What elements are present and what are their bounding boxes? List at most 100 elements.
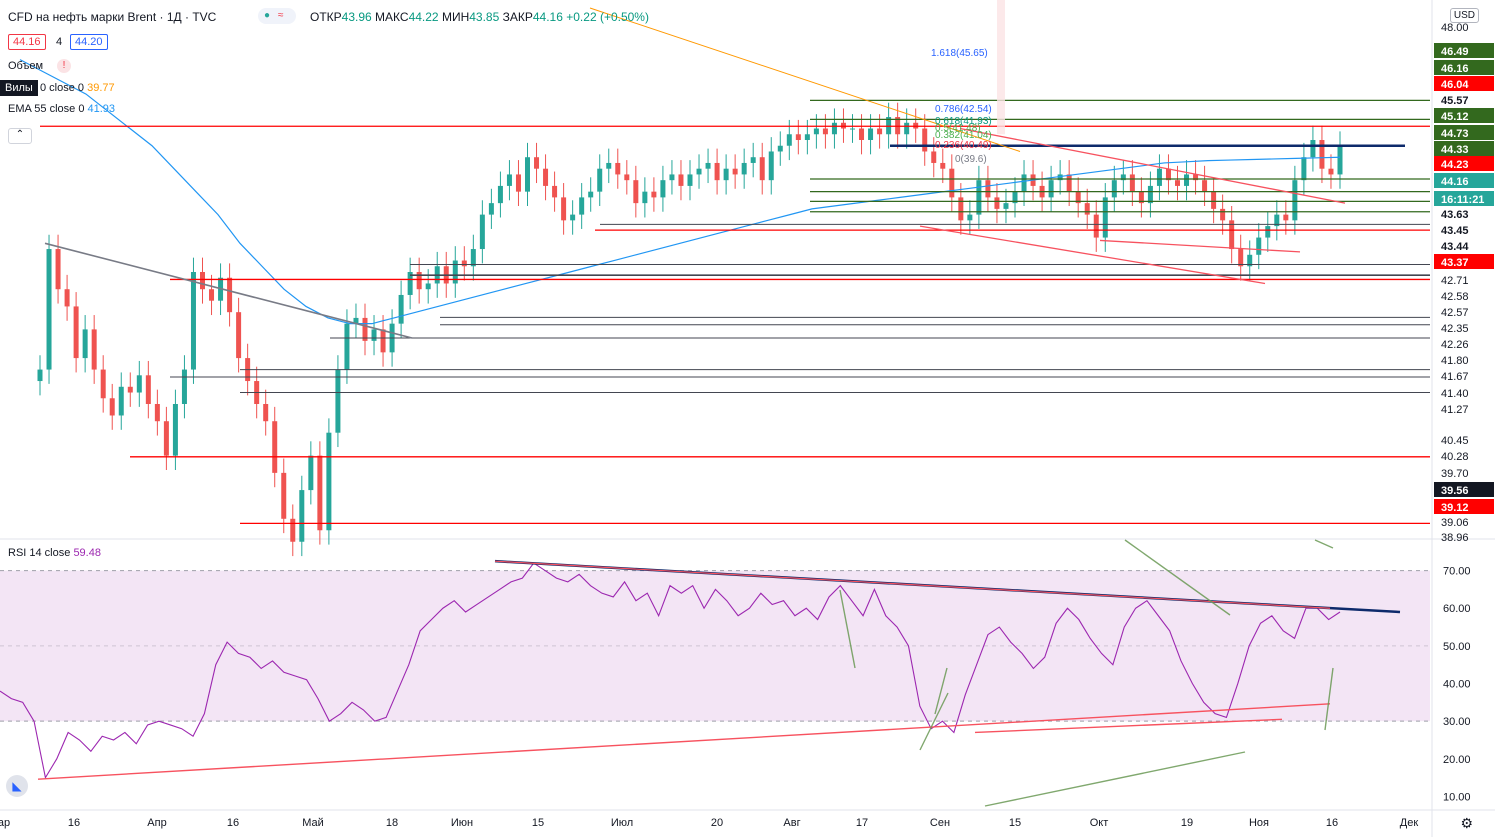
candle-body — [1319, 140, 1325, 169]
candle-body — [1021, 174, 1027, 192]
volume-legend[interactable]: Объем — [8, 60, 44, 72]
market-open-icon: ● — [264, 10, 271, 21]
price-tick-label: 41.80 — [1441, 355, 1469, 367]
ohlc-values: ОТКР43.96 МАКС44.22 МИН43.85 ЗАКР44.16 +… — [310, 10, 649, 24]
candle-body — [1048, 180, 1054, 198]
candle-body — [1310, 140, 1316, 158]
candle-body — [200, 272, 205, 290]
high-label: МАКС — [375, 10, 409, 24]
candle-body — [1265, 226, 1271, 238]
price-tick-label: 42.71 — [1441, 275, 1469, 287]
time-axis[interactable]: ар 16 Апр 16 Май 18 Июн 15 Июл 20 Авг 17 Сен 15 Окт 19 Н… — [0, 817, 1418, 829]
price-tick-label: 39.70 — [1441, 468, 1469, 480]
candle-body — [597, 168, 603, 192]
price-tick-label: 16:11:21 — [1441, 194, 1484, 206]
price-tick-label: 40.28 — [1441, 451, 1469, 463]
channel-line — [959, 127, 1346, 204]
price-tick-label: 39.06 — [1441, 517, 1469, 529]
symbol-title[interactable]: CFD на нефть марки Brent · 1Д · TVC — [8, 10, 217, 24]
candle-body — [1003, 203, 1009, 209]
time-tick-label: Дек — [1400, 817, 1419, 829]
price-label-bg — [1434, 108, 1494, 123]
candle-body — [669, 174, 675, 181]
price-tick-label: 41.67 — [1441, 371, 1469, 383]
price-tick-label: 44.23 — [1441, 159, 1469, 171]
candle-body — [606, 162, 612, 169]
rsi-tick-label: 60.00 — [1443, 603, 1471, 615]
price-label-bg — [1434, 191, 1494, 206]
rsi-legend[interactable]: RSI 14 close 59.48 — [8, 547, 101, 559]
candle-body — [281, 472, 287, 519]
fib-label: 1.618(45.65) — [931, 48, 988, 59]
ema-label: EMA 55 close 0 — [8, 103, 85, 115]
candle-body — [506, 174, 512, 186]
sell-price-box[interactable]: 44.16 — [8, 34, 46, 50]
rsi-annotation-line — [839, 589, 856, 669]
ema55-line — [19, 59, 1341, 325]
price-label-bg — [1434, 499, 1494, 514]
candle-body — [588, 191, 594, 198]
symbol-status-icons[interactable]: ● ≈ — [258, 8, 296, 24]
volume-warning-icon[interactable]: ! — [57, 59, 71, 73]
settings-gear-icon[interactable]: ⚙ — [1460, 815, 1473, 831]
collapse-legend-button[interactable]: ⌃ — [8, 128, 32, 144]
candle-body — [163, 421, 169, 456]
candle-body — [1202, 180, 1208, 192]
candle-body — [1111, 180, 1117, 198]
candle-body — [515, 174, 521, 192]
candle-body — [750, 157, 756, 163]
candle-body — [1193, 174, 1199, 181]
symbol-legend[interactable]: CFD на нефть марки Brent · 1Д · TVC — [8, 10, 216, 24]
ema-orange-line — [589, 7, 1021, 152]
main-price-pane[interactable]: 1.618(45.65) 0.786(42.54)0.618(41.93)0.5(… — [19, 0, 1430, 557]
time-tick-label: 16 — [1326, 817, 1338, 829]
candle-body — [479, 214, 485, 250]
time-tick-label: 20 — [711, 817, 723, 829]
candle-body — [452, 260, 458, 284]
candle-body — [1093, 214, 1099, 238]
spread-value: 4 — [56, 36, 63, 48]
candle-body — [236, 312, 242, 359]
fib-label: 0(39.6) — [955, 154, 987, 165]
highlight-range — [997, 0, 1005, 135]
candle-body — [127, 386, 133, 393]
fib-label: 0.236(40.49) — [935, 140, 992, 151]
candle-body — [1301, 157, 1307, 181]
buy-price-box[interactable]: 44.20 — [70, 34, 108, 50]
candle-body — [985, 180, 991, 198]
indicator1-label: 0 close 0 — [40, 82, 85, 94]
ema-legend[interactable]: EMA 55 close 0 41.93 — [8, 103, 115, 115]
candle-body — [1283, 214, 1289, 221]
candle-body — [868, 128, 874, 140]
price-axis[interactable]: 48.00 46.49 46.16 46.04 45.57 45.12 44.73 44.33… — [1434, 22, 1494, 544]
currency-button[interactable]: USD — [1449, 8, 1479, 23]
time-tick-label: ар — [0, 817, 10, 829]
candle-body — [994, 197, 1000, 209]
time-tick-label: Авг — [783, 817, 800, 829]
candle-body — [534, 157, 540, 169]
candle-body — [209, 289, 215, 301]
tradingview-logo-icon[interactable]: ◣ — [6, 775, 28, 797]
price-tick-label: 43.45 — [1441, 225, 1469, 237]
time-tick-label: 19 — [1181, 817, 1193, 829]
candle-body — [687, 174, 693, 186]
rsi-tick-label: 20.00 — [1443, 754, 1471, 766]
candle-body — [931, 151, 937, 163]
price-label-bg — [1434, 43, 1494, 58]
ema-value: 41.93 — [87, 103, 116, 115]
candle-body — [344, 323, 350, 370]
candle-body — [949, 168, 955, 198]
rsi-axis[interactable]: 70.00 60.00 50.00 40.00 30.00 20.00 10.00 — [1443, 566, 1471, 804]
candle-body — [154, 404, 160, 422]
candle-body — [326, 432, 332, 531]
candle-body — [570, 214, 576, 221]
time-tick-label: Сен — [930, 817, 950, 829]
candle-body — [1057, 174, 1063, 181]
candle-body — [172, 404, 178, 456]
price-tick-label: 42.35 — [1441, 323, 1469, 335]
candle-body — [1129, 174, 1135, 192]
low-value: 43.85 — [469, 10, 500, 24]
indicator1-legend[interactable]: 0 close 0 39.77 — [40, 82, 115, 94]
